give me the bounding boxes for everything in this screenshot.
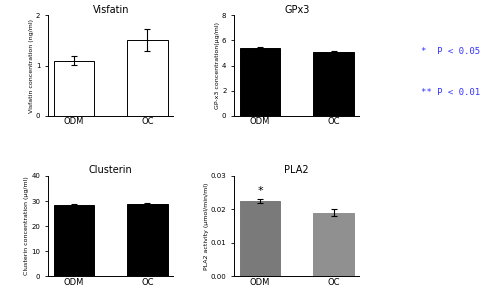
Bar (127, 41, 168, 116)
Title: GPx3: GPx3 (284, 5, 310, 14)
Bar (240, 201, 280, 276)
Bar (240, 48, 280, 116)
Y-axis label: Visfatin concentration (ng/ml): Visfatin concentration (ng/ml) (29, 18, 34, 113)
Text: *  P < 0.05: * P < 0.05 (421, 47, 480, 56)
Text: *: * (257, 186, 263, 196)
Title: Clusterin: Clusterin (89, 165, 132, 175)
Bar (127, 204, 168, 276)
Bar (313, 52, 354, 116)
Bar (54, 205, 94, 276)
Text: ** P < 0.01: ** P < 0.01 (421, 88, 480, 97)
Y-axis label: PLA2 activity (μmol/min/ml): PLA2 activity (μmol/min/ml) (204, 182, 209, 270)
Y-axis label: GP-x3 concentration(μg/ml): GP-x3 concentration(μg/ml) (215, 22, 220, 109)
Y-axis label: Clusterin concentration (μg/ml): Clusterin concentration (μg/ml) (24, 177, 29, 275)
Bar (54, 60, 94, 116)
Bar (313, 213, 354, 276)
Title: Visfatin: Visfatin (93, 5, 129, 14)
Title: PLA2: PLA2 (285, 165, 309, 175)
